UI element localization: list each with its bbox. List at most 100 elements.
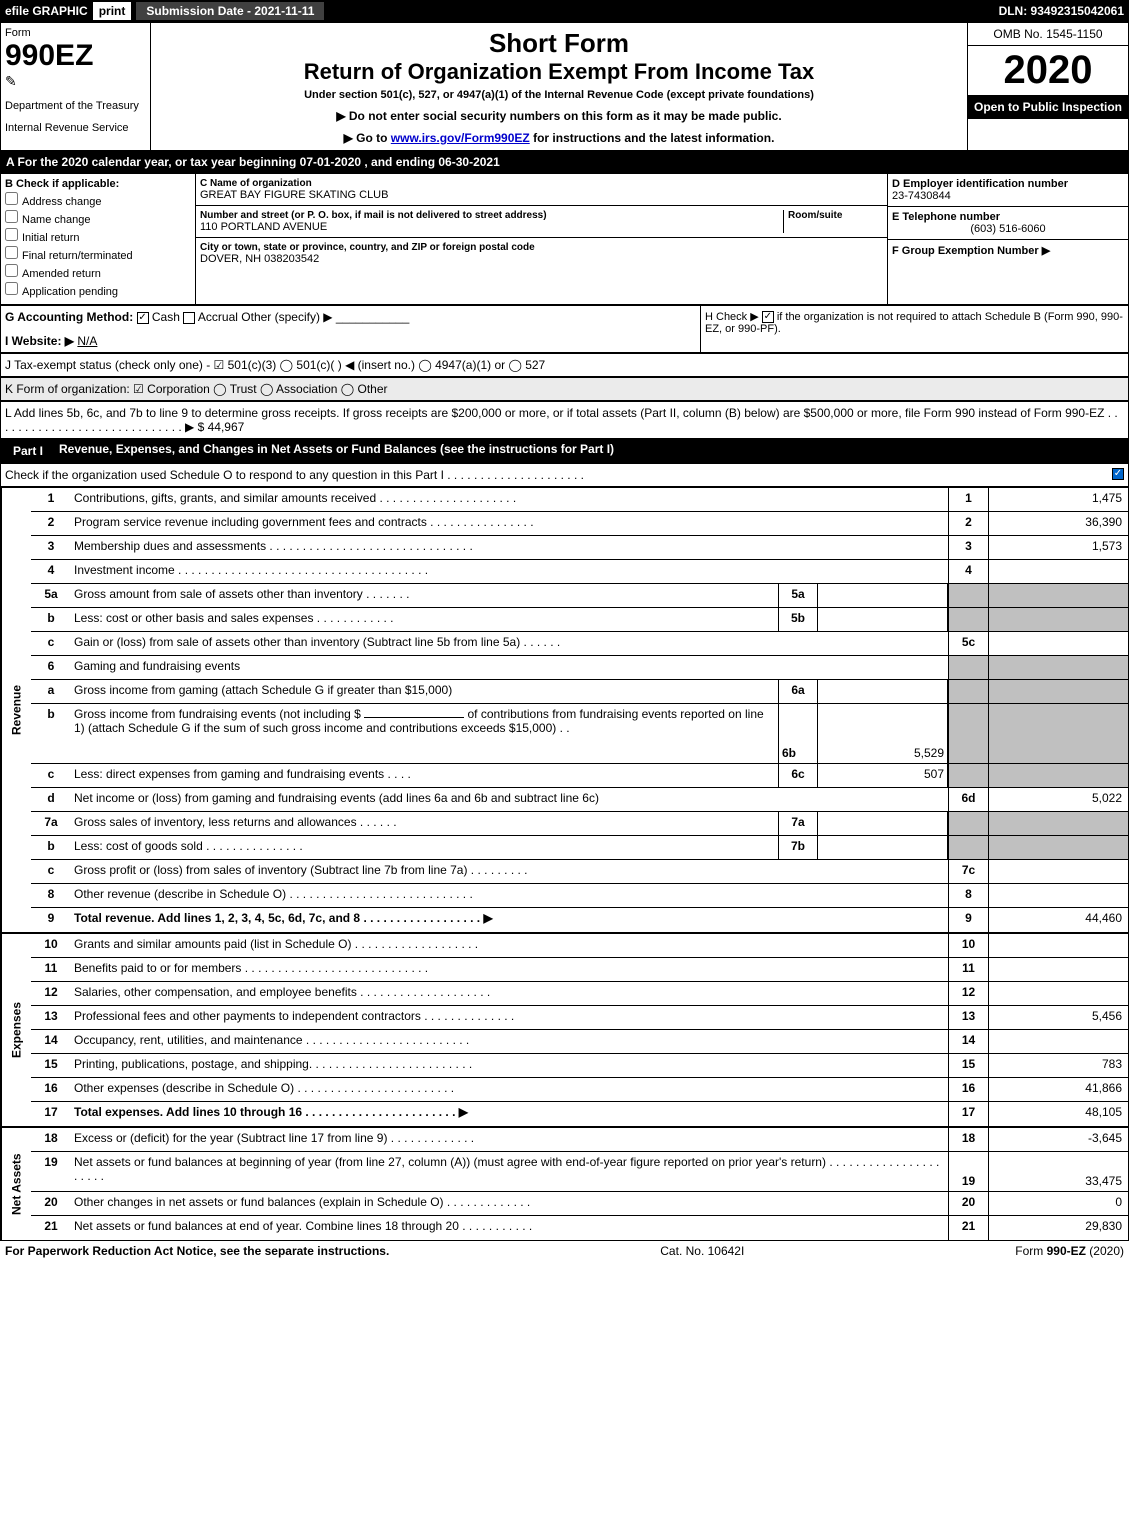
check-application-pending[interactable]: Application pending xyxy=(5,282,191,298)
line-i: I Website: ▶ N/A xyxy=(5,334,696,348)
ln16-val: 41,866 xyxy=(988,1078,1128,1101)
f-label: F Group Exemption Number ▶ xyxy=(892,244,1124,257)
form-title-block: Short Form Return of Organization Exempt… xyxy=(151,23,968,150)
ln6a-desc: Gross income from gaming (attach Schedul… xyxy=(71,680,778,703)
ln9-val: 44,460 xyxy=(988,908,1128,932)
ln6b-val-gray xyxy=(988,704,1128,763)
ln4-desc: Investment income . . . . . . . . . . . … xyxy=(71,560,948,583)
c-street-label: Number and street (or P. O. box, if mail… xyxy=(200,210,783,221)
ln18-val: -3,645 xyxy=(988,1128,1128,1151)
line-10: 10 Grants and similar amounts paid (list… xyxy=(31,934,1128,958)
check-name-change[interactable]: Name change xyxy=(5,210,191,226)
page-footer: For Paperwork Reduction Act Notice, see … xyxy=(0,1241,1129,1261)
line-j: J Tax-exempt status (check only one) - ☑… xyxy=(0,353,1129,377)
check-address-change[interactable]: Address change xyxy=(5,192,191,208)
ln6-desc: Gaming and fundraising events xyxy=(71,656,948,679)
part1-check-row: Check if the organization used Schedule … xyxy=(0,463,1129,487)
line-4: 4 Investment income . . . . . . . . . . … xyxy=(31,560,1128,584)
line-17: 17 Total expenses. Add lines 10 through … xyxy=(31,1102,1128,1126)
ln19-num: 19 xyxy=(31,1152,71,1191)
line-g: G Accounting Method: ✓ Cash Accrual Othe… xyxy=(5,310,696,324)
ln13-num: 13 xyxy=(31,1006,71,1029)
line-5c: c Gain or (loss) from sale of assets oth… xyxy=(31,632,1128,656)
ln6d-num: d xyxy=(31,788,71,811)
ln7b-desc: Less: cost of goods sold . . . . . . . .… xyxy=(71,836,778,859)
check-final-return[interactable]: Final return/terminated xyxy=(5,246,191,262)
ln8-desc: Other revenue (describe in Schedule O) .… xyxy=(71,884,948,907)
ln7c-desc: Gross profit or (loss) from sales of inv… xyxy=(71,860,948,883)
ln13-desc: Professional fees and other payments to … xyxy=(71,1006,948,1029)
line-16: 16 Other expenses (describe in Schedule … xyxy=(31,1078,1128,1102)
print-button[interactable]: print xyxy=(93,2,132,20)
ln3-rn: 3 xyxy=(948,536,988,559)
ln7b-mv xyxy=(818,836,948,859)
line-1: 1 Contributions, gifts, grants, and simi… xyxy=(31,488,1128,512)
check-final-label: Final return/terminated xyxy=(22,250,133,262)
line-14: 14 Occupancy, rent, utilities, and maint… xyxy=(31,1030,1128,1054)
line-19: 19 Net assets or fund balances at beginn… xyxy=(31,1152,1128,1192)
ln6-val-gray xyxy=(988,656,1128,679)
ln6d-rn: 6d xyxy=(948,788,988,811)
g-accrual: Accrual xyxy=(198,310,238,324)
irs-link[interactable]: www.irs.gov/Form990EZ xyxy=(391,131,530,145)
ln14-num: 14 xyxy=(31,1030,71,1053)
ln3-desc: Membership dues and assessments . . . . … xyxy=(71,536,948,559)
entity-info: B Check if applicable: Address change Na… xyxy=(0,173,1129,305)
ln8-rn: 8 xyxy=(948,884,988,907)
ln7a-mn: 7a xyxy=(778,812,818,835)
g-accrual-check[interactable] xyxy=(183,312,195,324)
form-id-block: Form 990EZ ✎ Department of the Treasury … xyxy=(1,23,151,150)
h-checkbox[interactable]: ✓ xyxy=(762,311,774,323)
ln5c-desc: Gain or (loss) from sale of assets other… xyxy=(71,632,948,655)
line-7b: b Less: cost of goods sold . . . . . . .… xyxy=(31,836,1128,860)
ln8-val xyxy=(988,884,1128,907)
line-18: 18 Excess or (deficit) for the year (Sub… xyxy=(31,1128,1128,1152)
ln11-desc: Benefits paid to or for members . . . . … xyxy=(71,958,948,981)
check-amended-return[interactable]: Amended return xyxy=(5,264,191,280)
ln11-val xyxy=(988,958,1128,981)
b-label: B Check if applicable: xyxy=(5,178,191,190)
ln6b-mn: 6b xyxy=(778,704,818,763)
phone-value: (603) 516-6060 xyxy=(892,223,1124,235)
footer-right-pre: Form xyxy=(1015,1244,1046,1258)
ln10-num: 10 xyxy=(31,934,71,957)
check-initial-return[interactable]: Initial return xyxy=(5,228,191,244)
under-section-text: Under section 501(c), 527, or 4947(a)(1)… xyxy=(156,89,962,101)
line-20: 20 Other changes in net assets or fund b… xyxy=(31,1192,1128,1216)
part1-check-text: Check if the organization used Schedule … xyxy=(5,468,584,482)
ln6a-num: a xyxy=(31,680,71,703)
ln6-num: 6 xyxy=(31,656,71,679)
ln5b-rn-gray xyxy=(948,608,988,631)
check-name-label: Name change xyxy=(22,214,91,226)
ln16-desc: Other expenses (describe in Schedule O) … xyxy=(71,1078,948,1101)
org-name: GREAT BAY FIGURE SKATING CLUB xyxy=(200,189,883,201)
ln15-val: 783 xyxy=(988,1054,1128,1077)
ln10-rn: 10 xyxy=(948,934,988,957)
e-label: E Telephone number xyxy=(892,211,1124,223)
d-label: D Employer identification number xyxy=(892,178,1124,190)
line-h: H Check ▶ ✓ if the organization is not r… xyxy=(701,306,1128,352)
form-header: Form 990EZ ✎ Department of the Treasury … xyxy=(0,22,1129,151)
ln12-val xyxy=(988,982,1128,1005)
ln1-desc: Contributions, gifts, grants, and simila… xyxy=(71,488,948,511)
ln17-val: 48,105 xyxy=(988,1102,1128,1126)
ln13-val: 5,456 xyxy=(988,1006,1128,1029)
top-bar: efile GRAPHIC print Submission Date - 20… xyxy=(0,0,1129,22)
ln6c-desc: Less: direct expenses from gaming and fu… xyxy=(71,764,778,787)
goto-notice: ▶ Go to www.irs.gov/Form990EZ for instru… xyxy=(156,131,962,145)
ln11-rn: 11 xyxy=(948,958,988,981)
l-amount: $ 44,967 xyxy=(198,420,245,434)
line-6a: a Gross income from gaming (attach Sched… xyxy=(31,680,1128,704)
ln5c-rn: 5c xyxy=(948,632,988,655)
part1-checkbox[interactable]: ✓ xyxy=(1112,468,1124,480)
check-initial-label: Initial return xyxy=(22,232,79,244)
ln6b-rn-gray xyxy=(948,704,988,763)
g-label: G Accounting Method: xyxy=(5,310,133,324)
ln2-num: 2 xyxy=(31,512,71,535)
ln6c-val-gray xyxy=(988,764,1128,787)
line-7c: c Gross profit or (loss) from sales of i… xyxy=(31,860,1128,884)
ln4-rn: 4 xyxy=(948,560,988,583)
ln5c-val xyxy=(988,632,1128,655)
g-cash-check[interactable]: ✓ xyxy=(137,312,149,324)
ln5a-mv xyxy=(818,584,948,607)
